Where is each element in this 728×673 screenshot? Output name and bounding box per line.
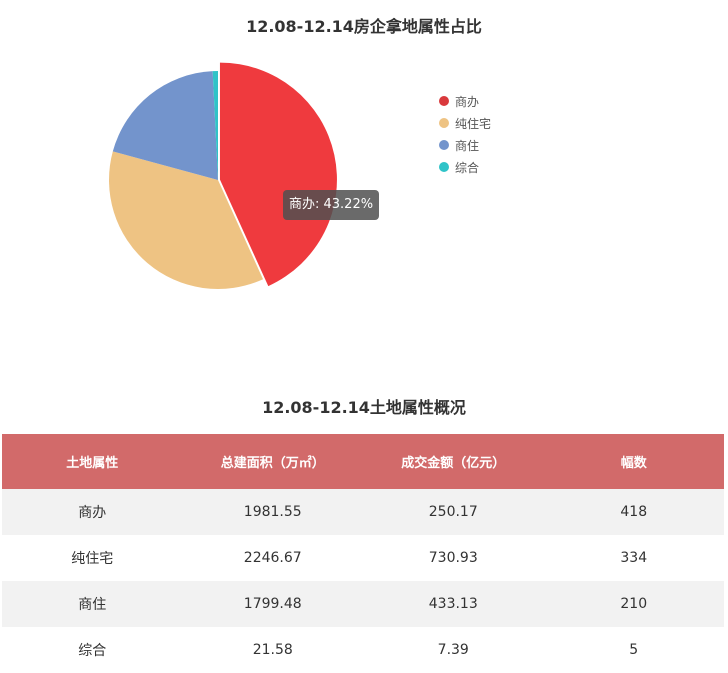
legend-marker (439, 118, 449, 128)
cell-amount: 433.13 (363, 581, 544, 627)
cell-count: 5 (543, 627, 724, 673)
legend: 商办 纯住宅 商住 综合 (439, 90, 491, 178)
table-row: 商办 1981.55 250.17 418 (2, 489, 724, 535)
cell-amount: 730.93 (363, 535, 544, 581)
table-row: 商住 1799.48 433.13 210 (2, 581, 724, 627)
pie-chart (109, 62, 337, 289)
land-attribute-table: 土地属性 总建面积（万㎡） 成交金额（亿元） 幅数 商办 1981.55 250… (2, 434, 724, 673)
pie-tooltip: 商办: 43.22% (283, 190, 380, 220)
header-parcel-count: 幅数 (543, 434, 724, 489)
cell-area: 2246.67 (182, 535, 363, 581)
legend-item-shangban[interactable]: 商办 (439, 90, 491, 112)
table-header-row: 土地属性 总建面积（万㎡） 成交金额（亿元） 幅数 (2, 434, 724, 489)
cell-attribute: 综合 (2, 627, 183, 673)
legend-marker (439, 162, 449, 172)
pie-slice-1[interactable] (109, 151, 264, 289)
header-transaction-amount: 成交金额（亿元） (363, 434, 544, 489)
cell-amount: 250.17 (363, 489, 544, 535)
pie-slice-0[interactable] (219, 62, 337, 287)
legend-label: 商住 (455, 138, 480, 153)
header-land-attribute: 土地属性 (2, 434, 183, 489)
table-row: 综合 21.58 7.39 5 (2, 627, 724, 673)
cell-attribute: 纯住宅 (2, 535, 183, 581)
cell-count: 210 (543, 581, 724, 627)
cell-attribute: 商住 (2, 581, 183, 627)
legend-item-chunzhuzhai[interactable]: 纯住宅 (439, 112, 491, 134)
cell-count: 418 (543, 489, 724, 535)
table-row: 纯住宅 2246.67 730.93 334 (2, 535, 724, 581)
legend-label: 商办 (455, 94, 480, 109)
cell-area: 1799.48 (182, 581, 363, 627)
cell-amount: 7.39 (363, 627, 544, 673)
legend-item-zonghe[interactable]: 综合 (439, 156, 491, 178)
legend-label: 纯住宅 (455, 116, 492, 131)
chart-title: 12.08-12.14房企拿地属性占比 (246, 17, 482, 36)
cell-attribute: 商办 (2, 489, 183, 535)
table-title: 12.08-12.14土地属性概况 (262, 398, 466, 417)
legend-marker (439, 96, 449, 106)
cell-area: 1981.55 (182, 489, 363, 535)
legend-marker (439, 140, 449, 150)
header-total-area: 总建面积（万㎡） (182, 434, 363, 489)
legend-label: 综合 (455, 160, 480, 175)
cell-area: 21.58 (182, 627, 363, 673)
pie-slice-3[interactable] (212, 71, 218, 180)
cell-count: 334 (543, 535, 724, 581)
legend-item-shangzhu[interactable]: 商住 (439, 134, 491, 156)
pie-slice-2[interactable] (112, 71, 218, 180)
